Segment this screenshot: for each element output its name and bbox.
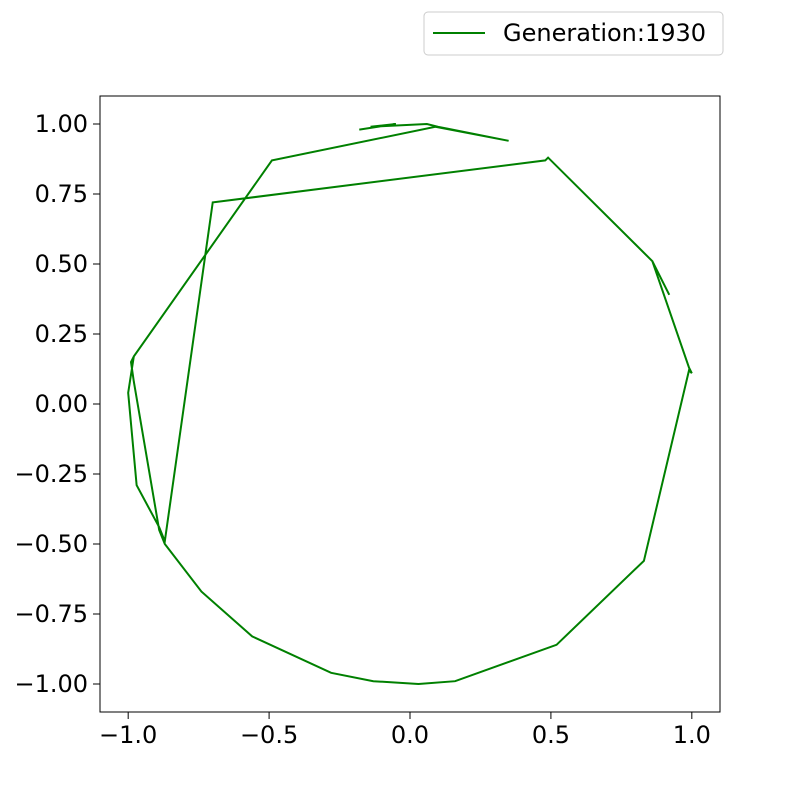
y-tick-label: 1.00: [35, 110, 88, 138]
y-tick-label: 0.00: [35, 390, 88, 418]
y-tick-label: −0.75: [14, 600, 88, 628]
series-layer: [127, 122, 693, 686]
y-tick-label: −0.25: [14, 460, 88, 488]
x-axis-ticks: −1.0 −0.5 0.0 0.5 1.0: [99, 712, 711, 749]
x-tick-label: −1.0: [99, 721, 157, 749]
y-tick-label: 0.25: [35, 320, 88, 348]
series-line-0: [127, 122, 693, 686]
legend: Generation:1930: [423, 11, 724, 56]
legend-label: Generation:1930: [503, 19, 706, 47]
legend-box: [423, 11, 724, 56]
y-tick-label: −1.00: [14, 670, 88, 698]
plot-frame: [99, 95, 721, 713]
x-tick-label: −0.5: [240, 721, 298, 749]
x-tick-label: 1.0: [673, 721, 711, 749]
y-tick-label: −0.50: [14, 530, 88, 558]
x-tick-label: 0.0: [391, 721, 429, 749]
y-axis-ticks: 1.00 0.75 0.50 0.25 0.00 −0.25 −0.50 −0.75 −1.00: [14, 110, 100, 698]
x-tick-label: 0.5: [532, 721, 570, 749]
y-tick-label: 0.50: [35, 250, 88, 278]
y-tick-label: 0.75: [35, 180, 88, 208]
